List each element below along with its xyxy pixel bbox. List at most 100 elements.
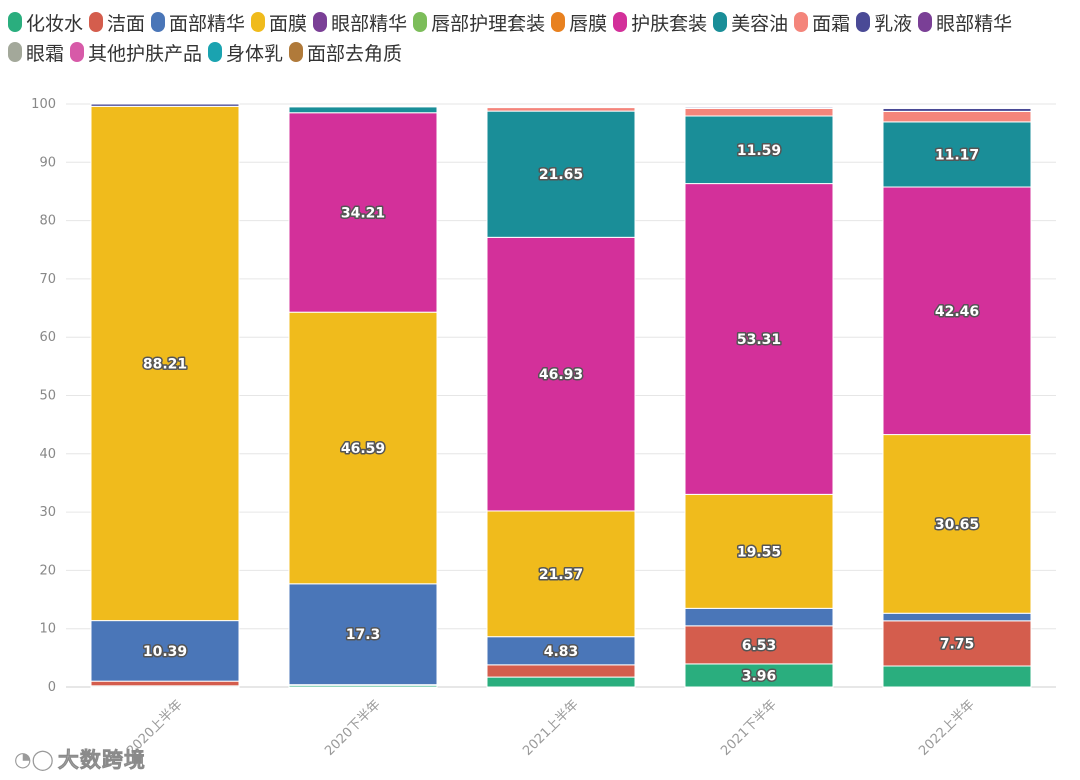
legend-swatch — [918, 12, 933, 32]
legend-label: 护肤套装 — [631, 12, 708, 35]
bar-segment — [684, 107, 834, 117]
bar-segment — [90, 103, 240, 107]
data-label: 34.21 — [341, 205, 385, 221]
data-label: 19.55 — [737, 544, 781, 560]
legend-item[interactable]: 唇部护理套装 — [413, 10, 545, 35]
data-label: 88.21 — [143, 356, 187, 372]
bar-segment — [486, 107, 636, 112]
y-tick-label: 60 — [39, 330, 56, 345]
legend-swatch — [794, 12, 809, 32]
legend-swatch — [713, 12, 728, 32]
bar-segment — [486, 676, 636, 688]
bar-segment — [288, 583, 438, 686]
bar-segment — [486, 110, 636, 238]
bar-segment — [486, 636, 636, 666]
y-tick-label: 10 — [39, 622, 56, 637]
data-label: 53.31 — [737, 332, 781, 348]
legend-item[interactable]: 洁面 — [89, 10, 146, 35]
legend-label: 洁面 — [107, 12, 146, 35]
bar-segment — [882, 620, 1032, 667]
legend-swatch — [613, 12, 628, 32]
legend-item[interactable]: 眼部精华 — [313, 10, 408, 35]
data-label: 21.57 — [539, 567, 583, 583]
data-label: 42.46 — [935, 304, 979, 320]
data-label: 11.59 — [737, 143, 781, 159]
bar-segment — [288, 112, 438, 313]
legend-item[interactable]: 面霜 — [794, 10, 851, 35]
bar-segment — [486, 236, 636, 512]
legend-label: 美容油 — [731, 12, 789, 35]
legend-label: 面部精华 — [169, 12, 246, 35]
x-category-label: 2022上半年 — [916, 697, 978, 759]
legend-item[interactable]: 面部去角质 — [289, 40, 403, 65]
legend-label: 唇膜 — [569, 12, 608, 35]
bar-segment — [684, 607, 834, 627]
legend-label: 眼部精华 — [331, 12, 408, 35]
legend-swatch — [289, 42, 304, 62]
legend-item[interactable]: 身体乳 — [208, 40, 284, 65]
data-label: 46.93 — [539, 367, 583, 383]
logo-icon: ◔◯ — [14, 747, 54, 771]
legend-swatch — [208, 42, 223, 62]
legend-swatch — [251, 12, 266, 32]
legend-label: 眼霜 — [26, 42, 65, 65]
legend-swatch — [151, 12, 166, 32]
bar-segment — [882, 110, 1032, 123]
legend-label: 面霜 — [812, 12, 851, 35]
data-label: 10.39 — [143, 644, 187, 660]
y-tick-label: 70 — [39, 272, 56, 287]
y-tick-label: 0 — [48, 680, 56, 695]
x-category-label: 2021下半年 — [718, 697, 780, 759]
bar-segment — [90, 105, 240, 622]
legend-swatch — [8, 42, 22, 62]
legend-label: 面部去角质 — [307, 42, 403, 65]
chart-legend: 化妆水 洁面 面部精华 面膜 眼部精华 唇部护理套装 唇膜 护肤套装 美容油 面霜 乳液 眼部精华 眼霜… — [8, 10, 1072, 70]
bar-segment — [882, 107, 1032, 112]
y-tick-label: 80 — [39, 214, 56, 229]
y-tick-label: 50 — [39, 389, 56, 404]
y-tick-label: 30 — [39, 505, 56, 520]
legend-item[interactable]: 眼部精华 — [918, 10, 1013, 35]
data-label: 21.65 — [539, 167, 583, 183]
legend-swatch — [70, 42, 85, 62]
legend-item[interactable]: 眼霜 — [8, 40, 65, 65]
bar-segment — [882, 121, 1032, 188]
legend-label: 眼部精华 — [936, 12, 1013, 35]
watermark: ◔◯ 大数跨境 — [14, 744, 146, 774]
bar-segment — [288, 311, 438, 585]
bar-segment — [90, 680, 240, 687]
legend-item[interactable]: 美容油 — [713, 10, 789, 35]
legend-item[interactable]: 其他护肤产品 — [70, 40, 203, 65]
bar-segment — [882, 612, 1032, 622]
watermark-text: 大数跨境 — [57, 748, 146, 773]
data-label: 6.53 — [742, 638, 777, 654]
legend-label: 其他护肤产品 — [88, 42, 203, 65]
data-label: 3.96 — [742, 668, 777, 684]
legend-item[interactable]: 面部精华 — [151, 10, 246, 35]
bar-segment — [684, 183, 834, 495]
legend-item[interactable]: 乳液 — [856, 10, 912, 35]
bar-segment — [882, 665, 1032, 688]
y-tick-label: 20 — [39, 563, 56, 578]
bar-segment — [684, 493, 834, 609]
bar-segment — [486, 664, 636, 678]
legend-label: 身体乳 — [226, 42, 284, 65]
legend-item[interactable]: 护肤套装 — [613, 10, 708, 35]
bar-segment — [288, 106, 438, 114]
legend-swatch — [8, 12, 22, 32]
legend-item[interactable]: 唇膜 — [551, 10, 608, 35]
bar-segment — [684, 625, 834, 665]
y-tick-label: 90 — [39, 155, 56, 170]
legend-item[interactable]: 面膜 — [251, 10, 308, 35]
bar-segment — [486, 510, 636, 638]
y-tick-label: 40 — [39, 447, 56, 462]
data-label: 46.59 — [341, 441, 385, 457]
legend-label: 面膜 — [269, 12, 308, 35]
legend-swatch — [856, 12, 871, 32]
x-category-label: 2020下半年 — [322, 697, 384, 759]
legend-swatch — [313, 12, 328, 32]
legend-item[interactable]: 化妆水 — [8, 10, 83, 35]
data-label: 17.3 — [346, 627, 381, 643]
data-label: 4.83 — [544, 644, 579, 660]
